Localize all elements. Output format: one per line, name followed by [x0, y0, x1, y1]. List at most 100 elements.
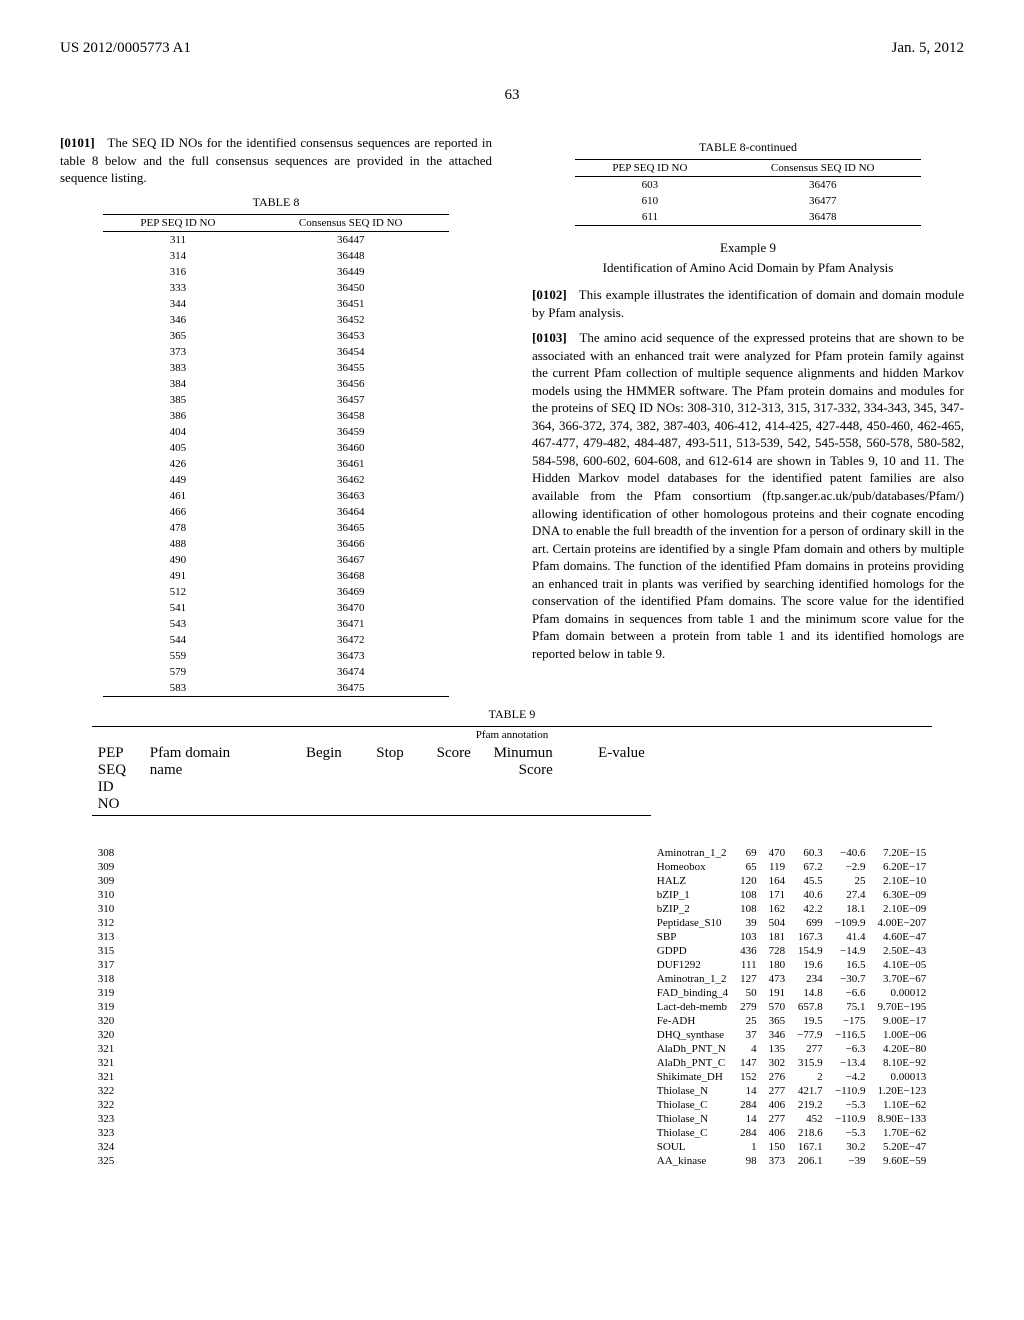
table-cell: −5.3	[829, 1098, 872, 1112]
table8cont-header-consensus: Consensus SEQ ID NO	[725, 160, 921, 177]
table-cell: 36453	[253, 328, 449, 344]
table-cell: Peptidase_S10	[651, 916, 734, 930]
table-cell: 312	[92, 916, 651, 930]
table-cell: 36465	[253, 520, 449, 536]
table-cell: 373	[763, 1154, 792, 1168]
table-cell: 42.2	[791, 902, 828, 916]
table-cell: 36451	[253, 296, 449, 312]
table-cell: 36478	[725, 209, 921, 226]
table-cell: 610	[575, 193, 724, 209]
table-cell: 346	[103, 312, 252, 328]
table-cell: 6.20E−17	[872, 860, 933, 874]
table-cell: 150	[763, 1140, 792, 1154]
table-cell: 36447	[253, 231, 449, 248]
table-cell: 302	[763, 1056, 792, 1070]
paragraph-0101: [0101] The SEQ ID NOs for the identified…	[60, 134, 492, 187]
table-cell: 385	[103, 392, 252, 408]
table-cell: 404	[103, 424, 252, 440]
table-cell: 319	[92, 986, 651, 1000]
table-cell: 25	[734, 1014, 763, 1028]
table-cell: 14.8	[791, 986, 828, 1000]
example9-sub: Identification of Amino Acid Domain by P…	[532, 260, 964, 276]
para-label: [0103]	[532, 330, 567, 345]
table-cell: 1.10E−62	[872, 1098, 933, 1112]
table-cell: 559	[103, 648, 252, 664]
publication-date: Jan. 5, 2012	[892, 40, 965, 57]
table-cell: 218.6	[791, 1126, 828, 1140]
para-label: [0101]	[60, 135, 95, 150]
paragraph-0103: [0103] The amino acid sequence of the ex…	[532, 329, 964, 662]
table-cell: 36467	[253, 552, 449, 568]
table-cell: 36454	[253, 344, 449, 360]
table-cell: −13.4	[829, 1056, 872, 1070]
table-cell: 119	[763, 860, 792, 874]
table-cell: Shikimate_DH	[651, 1070, 734, 1084]
table-cell: 3.70E−67	[872, 972, 933, 986]
table-row: 315GDPD436728154.9−14.92.50E−43	[92, 944, 932, 958]
table-cell: 320	[92, 1014, 651, 1028]
table-cell: 466	[103, 504, 252, 520]
table-cell: 309	[92, 860, 651, 874]
table-cell: 36452	[253, 312, 449, 328]
table-cell: 164	[763, 874, 792, 888]
table9-header-3: Stop	[348, 743, 410, 816]
table-cell: 180	[763, 958, 792, 972]
table-cell: 421.7	[791, 1084, 828, 1098]
table-cell: 579	[103, 664, 252, 680]
table-cell: 0.00012	[872, 986, 933, 1000]
table-cell: 36461	[253, 456, 449, 472]
table-row: 55936473	[103, 648, 449, 664]
table-cell: 346	[763, 1028, 792, 1042]
table-row: 312Peptidase_S1039504699−109.94.00E−207	[92, 916, 932, 930]
table-cell: −175	[829, 1014, 872, 1028]
table-row: 38636458	[103, 408, 449, 424]
table-cell: 37	[734, 1028, 763, 1042]
paragraph-0102: [0102] This example illustrates the iden…	[532, 286, 964, 321]
table-row: 46136463	[103, 488, 449, 504]
table-cell: 36477	[725, 193, 921, 209]
table-row: 322Thiolase_N14277421.7−110.91.20E−123	[92, 1084, 932, 1098]
table-cell: Aminotran_1_2	[651, 846, 734, 860]
table-cell: 315	[92, 944, 651, 958]
page-number: 63	[60, 87, 964, 104]
table-cell: 1	[734, 1140, 763, 1154]
table-cell: 1.70E−62	[872, 1126, 933, 1140]
table-cell: bZIP_1	[651, 888, 734, 902]
table-cell: 611	[575, 209, 724, 226]
table-cell: 36469	[253, 584, 449, 600]
table-cell: 321	[92, 1042, 651, 1056]
table-row: 310bZIP_210816242.218.12.10E−09	[92, 902, 932, 916]
table-cell: 14	[734, 1084, 763, 1098]
table-cell: 570	[763, 1000, 792, 1014]
table-row: 318Aminotran_1_2127473234−30.73.70E−67	[92, 972, 932, 986]
table-row: 34436451	[103, 296, 449, 312]
table-cell: 45.5	[791, 874, 828, 888]
table-cell: 406	[763, 1126, 792, 1140]
table-cell: 386	[103, 408, 252, 424]
table-cell: 25	[829, 874, 872, 888]
table-cell: 18.1	[829, 902, 872, 916]
table-cell: −4.2	[829, 1070, 872, 1084]
table-cell: 50	[734, 986, 763, 1000]
table8: PEP SEQ ID NO Consensus SEQ ID NO 311364…	[103, 214, 449, 697]
table-cell: 75.1	[829, 1000, 872, 1014]
table-cell: 541	[103, 600, 252, 616]
table-cell: 365	[103, 328, 252, 344]
table9-caption: TABLE 9	[60, 707, 964, 722]
table-cell: 311	[103, 231, 252, 248]
table-cell: AlaDh_PNT_C	[651, 1056, 734, 1070]
table-row: 46636464	[103, 504, 449, 520]
table-row: 310bZIP_110817140.627.46.30E−09	[92, 888, 932, 902]
table-cell: 478	[103, 520, 252, 536]
table-row: 309HALZ12016445.5252.10E−10	[92, 874, 932, 888]
table-row: 60336476	[575, 177, 921, 194]
table-cell: 324	[92, 1140, 651, 1154]
table8-header-pep: PEP SEQ ID NO	[103, 214, 252, 231]
table-cell: 310	[92, 888, 651, 902]
table-cell: 321	[92, 1056, 651, 1070]
left-column: [0101] The SEQ ID NOs for the identified…	[60, 134, 492, 697]
table-row: 34636452	[103, 312, 449, 328]
table-cell: −116.5	[829, 1028, 872, 1042]
table-cell: −6.3	[829, 1042, 872, 1056]
table9: Pfam annotation PEPSEQIDNO Pfam domainna…	[92, 726, 932, 1168]
